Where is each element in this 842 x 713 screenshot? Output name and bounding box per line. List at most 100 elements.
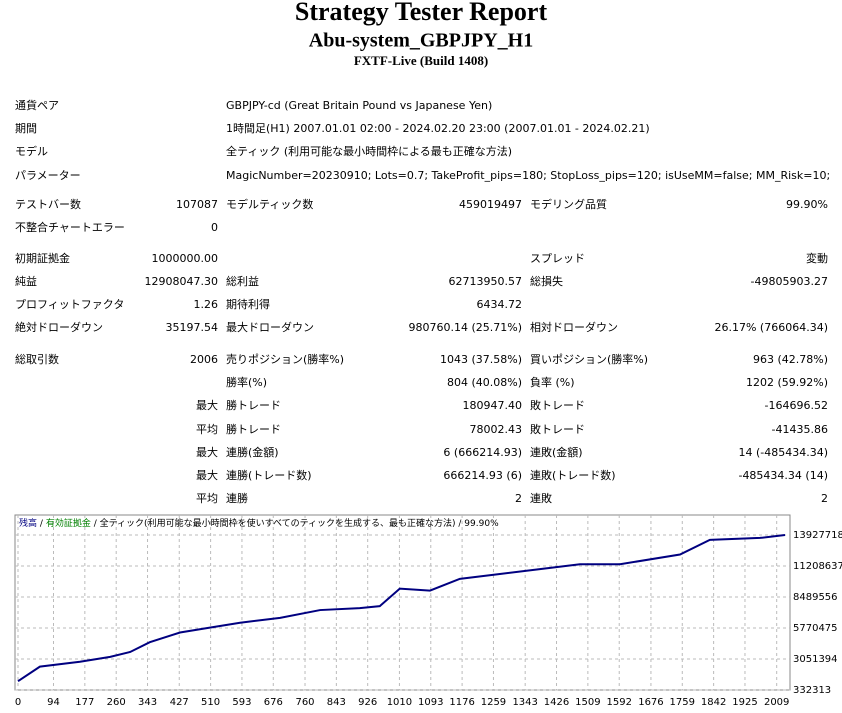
- field-label: 連敗(金額): [530, 445, 583, 459]
- title: Strategy Tester Report: [295, 0, 548, 26]
- x-tick-label: 1010: [387, 697, 412, 708]
- field-value: 最大: [196, 468, 218, 482]
- x-tick-label: 260: [107, 697, 126, 708]
- field-label: 勝トレード: [226, 422, 281, 436]
- field-value: 963 (42.78%): [753, 353, 828, 366]
- field-label: パラメーター: [15, 169, 81, 182]
- legend: 残高 / 有効証拠金 / 全ティック(利用可能な最小時間枠を使いすべてのティック…: [19, 517, 499, 529]
- field-value: 最大: [196, 445, 218, 459]
- field-value: 1000000.00: [152, 252, 218, 265]
- legend-item: /: [40, 519, 44, 529]
- field-value: 459019497: [459, 198, 522, 211]
- field-value: 2006: [190, 353, 218, 366]
- field-label: スプレッド: [530, 252, 585, 265]
- y-tick-label: 11208637: [793, 561, 842, 572]
- field-label: 期待利得: [226, 297, 270, 311]
- field-label: 連勝(トレード数): [226, 468, 312, 482]
- x-tick-label: 427: [170, 697, 189, 708]
- legend-item: / 全ティック(利用可能な最小時間枠を使いすべてのティックを生成する、最も正確な…: [94, 517, 499, 529]
- field-label: 敗トレード: [530, 422, 585, 436]
- field-value: 666214.93 (6): [443, 469, 522, 482]
- x-tick-label: 1259: [481, 697, 506, 708]
- x-tick-label: 343: [138, 697, 157, 708]
- field-value: 1202 (59.92%): [746, 376, 828, 389]
- field-value: 62713950.57: [449, 275, 522, 288]
- y-tick-label: 5770475: [793, 623, 838, 634]
- field-label: 敗トレード: [530, 398, 585, 412]
- x-tick-label: 177: [75, 697, 94, 708]
- field-value: 78002.43: [470, 423, 523, 436]
- field-value: 107087: [176, 198, 218, 211]
- x-tick-label: 1842: [701, 697, 726, 708]
- field-label: モデル: [15, 144, 48, 158]
- legend-item: 残高: [19, 517, 37, 529]
- field-label: 通貨ペア: [15, 98, 59, 112]
- x-tick-label: 1592: [606, 697, 631, 708]
- field-label: 総取引数: [15, 352, 59, 366]
- x-tick-label: 1925: [732, 697, 757, 708]
- field-label: 連敗(トレード数): [530, 468, 616, 482]
- field-value: 980760.14 (25.71%): [408, 321, 522, 334]
- x-tick-label: 2009: [764, 697, 789, 708]
- field-value: 99.90%: [786, 198, 828, 211]
- field-label: プロフィットファクタ: [15, 298, 124, 311]
- y-tick-label: 8489556: [793, 592, 838, 603]
- field-value: 2: [515, 492, 522, 505]
- x-tick-label: 1176: [449, 697, 474, 708]
- field-value: 180947.40: [463, 399, 523, 412]
- y-tick-label: 13927718: [793, 530, 842, 541]
- field-value: 6 (666214.93): [443, 446, 522, 459]
- field-label: 総損失: [530, 274, 563, 288]
- field-label: モデルティック数: [226, 197, 313, 211]
- field-label: 買いポジション(勝率%): [530, 352, 648, 366]
- legend-item: 有効証拠金: [46, 517, 91, 529]
- field-value: 12908047.30: [145, 275, 218, 288]
- x-tick-label: 94: [47, 697, 60, 708]
- field-label: 連勝(金額): [226, 445, 279, 459]
- x-tick-label: 593: [232, 697, 251, 708]
- field-value: 6434.72: [477, 298, 523, 311]
- field-value: 26.17% (766064.34): [714, 321, 828, 334]
- field-value: 1.26: [194, 298, 219, 311]
- field-value: 1043 (37.58%): [440, 353, 522, 366]
- x-tick-label: 1759: [670, 697, 695, 708]
- field-label: 総利益: [226, 274, 259, 288]
- field-value: 変動: [806, 251, 828, 265]
- field-value: 平均: [196, 492, 218, 505]
- field-value: 最大: [196, 398, 218, 412]
- build: FXTF-Live (Build 1408): [354, 53, 488, 68]
- chart-frame: [14, 514, 791, 691]
- field-value: 0: [211, 221, 218, 234]
- x-tick-label: 1093: [418, 697, 443, 708]
- field-value: GBPJPY-cd (Great Britain Pound vs Japane…: [226, 99, 492, 112]
- field-value: 全ティック (利用可能な最小時間枠による最も正確な方法): [226, 144, 512, 158]
- x-tick-label: 1343: [512, 697, 537, 708]
- field-label: テストバー数: [15, 198, 81, 211]
- x-tick-label: 0: [15, 697, 21, 708]
- field-label: 相対ドローダウン: [530, 320, 618, 334]
- field-value: 14 (-485434.34): [738, 446, 828, 459]
- y-tick-label: 332313: [793, 685, 831, 696]
- x-tick-label: 1676: [638, 697, 663, 708]
- field-label: 初期証拠金: [15, 251, 70, 265]
- field-label: 勝率(%): [226, 375, 267, 389]
- x-tick-label: 676: [264, 697, 283, 708]
- field-label: 不整合チャートエラー: [15, 220, 125, 234]
- field-value: 2: [821, 492, 828, 505]
- field-label: 負率 (%): [530, 375, 575, 389]
- field-label: 期間: [15, 122, 37, 135]
- field-value: MagicNumber=20230910; Lots=0.7; TakeProf…: [226, 169, 830, 182]
- x-tick-label: 843: [327, 697, 346, 708]
- x-tick-label: 760: [295, 697, 314, 708]
- field-label: モデリング品質: [530, 197, 607, 211]
- x-tick-label: 1509: [575, 697, 600, 708]
- field-label: 勝トレード: [226, 398, 281, 412]
- field-value: 1時間足(H1) 2007.01.01 02:00 - 2024.02.20 2…: [226, 122, 650, 135]
- x-tick-label: 1426: [544, 697, 569, 708]
- field-value: 804 (40.08%): [447, 376, 522, 389]
- field-label: 連勝: [226, 491, 248, 505]
- field-label: 絶対ドローダウン: [15, 320, 103, 334]
- subtitle: Abu-system_GBPJPY_H1: [309, 30, 533, 52]
- field-label: 最大ドローダウン: [226, 320, 314, 334]
